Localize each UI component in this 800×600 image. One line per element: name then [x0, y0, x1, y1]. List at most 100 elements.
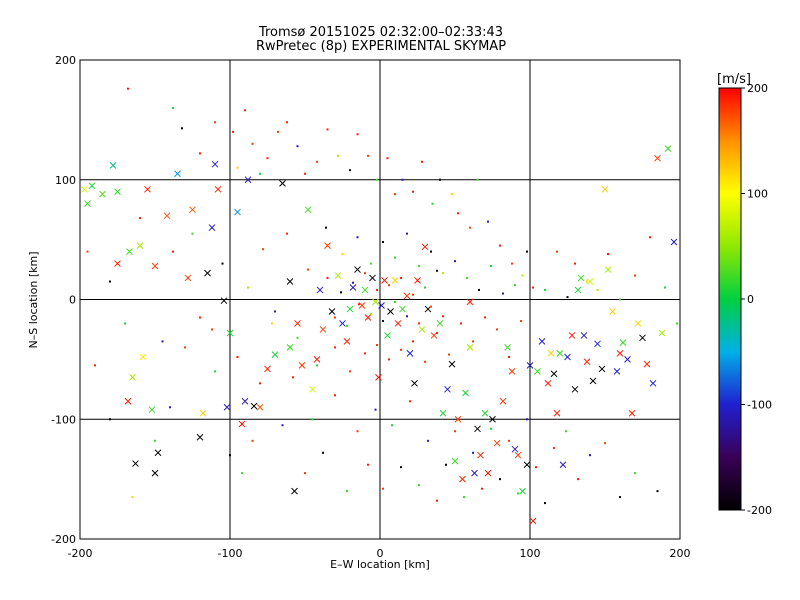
dot-marker: [340, 291, 342, 294]
dot-marker: [211, 328, 213, 331]
cross-marker: [538, 338, 546, 345]
cross-marker: [568, 332, 576, 339]
cross-marker: [199, 409, 207, 417]
cross-marker: [436, 320, 444, 327]
cross-marker: [99, 190, 106, 198]
cross-marker: [649, 379, 657, 387]
dot-marker: [574, 262, 576, 265]
cross-marker: [286, 344, 294, 351]
dot-marker: [304, 472, 306, 475]
dot-marker: [401, 178, 404, 181]
dot-marker: [481, 487, 483, 490]
y-axis-label: N–S location [km]: [27, 251, 40, 348]
cross-marker: [163, 212, 171, 220]
dot-marker: [457, 212, 459, 215]
dot-marker: [109, 280, 111, 283]
dot-marker: [139, 217, 141, 220]
dot-marker: [292, 376, 294, 379]
y-tick-label: 100: [55, 174, 76, 187]
cross-marker: [598, 365, 606, 373]
dot-marker: [304, 172, 306, 175]
dot-marker: [391, 424, 393, 427]
dot-marker: [577, 478, 579, 481]
dot-marker: [229, 454, 231, 457]
dot-marker: [526, 250, 528, 253]
cross-marker: [208, 224, 216, 232]
dot-marker: [161, 340, 164, 343]
dot-marker: [619, 496, 621, 499]
dot-marker: [445, 463, 447, 466]
dot-marker: [544, 502, 546, 505]
cross-marker: [670, 238, 678, 246]
dot-marker: [406, 315, 408, 318]
dot-marker: [352, 281, 354, 284]
dot-marker: [169, 406, 171, 409]
dot-marker: [553, 446, 555, 449]
dot-marker: [463, 496, 465, 499]
dot-marker: [262, 248, 264, 251]
cross-marker: [444, 385, 451, 393]
cross-marker: [334, 272, 342, 279]
dot-marker: [251, 439, 254, 442]
cross-marker: [151, 469, 159, 477]
dot-marker: [409, 400, 411, 403]
dot-marker: [431, 202, 434, 205]
cross-marker: [316, 286, 324, 294]
cross-marker: [639, 334, 646, 342]
x-axis-label: E–W location [km]: [330, 558, 430, 571]
cross-marker: [406, 350, 414, 357]
cross-marker: [226, 329, 234, 337]
cross-marker: [372, 298, 379, 306]
dot-marker: [451, 193, 453, 196]
cross-marker: [139, 353, 147, 361]
cross-marker: [223, 403, 231, 411]
colorbar-tick-label: -100: [747, 399, 772, 412]
dot-marker: [430, 305, 432, 308]
dot-marker: [394, 193, 396, 196]
dot-marker: [508, 355, 510, 358]
dot-marker: [508, 439, 510, 442]
cross-marker: [508, 367, 516, 375]
cross-marker: [244, 176, 252, 184]
dot-marker: [436, 499, 438, 502]
dot-marker: [418, 264, 420, 267]
dot-marker: [586, 280, 588, 283]
cross-marker: [154, 449, 162, 457]
cross-marker: [114, 188, 121, 196]
dot-marker: [364, 352, 366, 355]
dot-marker: [349, 169, 351, 172]
cross-marker: [664, 145, 672, 152]
y-axis-ticks: -200 -100 0 100 200: [51, 54, 76, 546]
cross-marker: [313, 356, 321, 363]
dot-marker: [436, 269, 438, 272]
cross-marker: [298, 362, 306, 369]
cross-marker: [129, 373, 136, 381]
cross-marker: [583, 358, 591, 366]
dot-marker: [376, 178, 378, 181]
dot-marker: [349, 370, 351, 373]
cross-marker: [369, 274, 376, 282]
cross-marker: [148, 406, 156, 414]
cross-marker: [189, 206, 196, 214]
dot-marker: [370, 262, 372, 265]
cross-marker: [88, 182, 96, 190]
cross-marker: [523, 461, 531, 469]
cross-marker: [256, 403, 264, 411]
dot-marker: [311, 418, 314, 421]
dot-marker: [394, 300, 396, 303]
dot-marker: [520, 320, 522, 323]
y-tick-label: 200: [55, 54, 76, 67]
cross-marker: [174, 170, 181, 178]
dot-marker: [337, 154, 339, 157]
cross-marker: [184, 274, 192, 282]
colorbar: [718, 87, 742, 511]
cross-marker: [339, 320, 346, 327]
cross-marker: [481, 409, 489, 417]
dot-marker: [511, 262, 513, 265]
colorbar-ticks: -200 -100 0 100 200: [741, 82, 772, 517]
dot-marker: [514, 284, 516, 287]
dot-marker: [472, 340, 474, 343]
dot-marker: [214, 370, 216, 373]
dot-marker: [346, 490, 348, 493]
cross-marker: [394, 320, 402, 327]
